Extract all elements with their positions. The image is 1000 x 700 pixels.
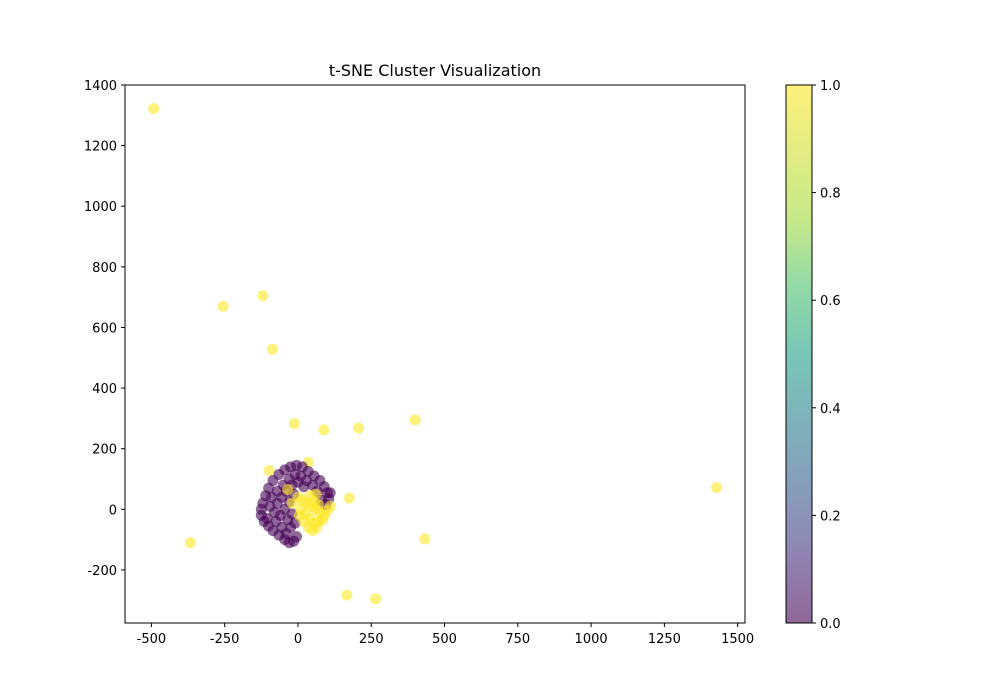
scatter-point <box>148 103 160 115</box>
scatter-point <box>324 500 336 512</box>
y-tick-label: 1400 <box>84 79 117 94</box>
y-tick-label: 1000 <box>84 200 117 215</box>
scatter-point <box>288 418 300 430</box>
scatter-point <box>184 537 196 549</box>
scatter-point <box>324 487 336 499</box>
scatter-point <box>370 593 382 605</box>
scatter-point <box>317 514 329 526</box>
colorbar-tick-label: 0.0 <box>820 617 841 632</box>
x-tick-label: 1000 <box>575 632 608 647</box>
y-tick-label: -200 <box>87 564 117 579</box>
colorbar-tick-label: 0.4 <box>820 402 841 417</box>
colorbar-tick-label: 1.0 <box>820 79 841 94</box>
x-tick-label: 1250 <box>648 632 681 647</box>
scatter-point <box>353 422 365 434</box>
scatter-point <box>298 481 310 493</box>
y-axis: -200 0 200 400 600 800 1000 1200 1400 <box>84 79 125 579</box>
chart-title: t-SNE Cluster Visualization <box>329 61 541 80</box>
plot-frame <box>124 84 746 624</box>
scatter-point <box>313 499 324 511</box>
y-tick-label: 800 <box>92 261 117 276</box>
x-tick-label: -500 <box>137 632 167 647</box>
scatter-point <box>419 533 431 545</box>
scatter-point <box>311 522 323 533</box>
y-tick-label: 1200 <box>84 140 117 155</box>
x-axis: -500 -250 0 250 500 750 1000 1250 1500 <box>137 623 754 647</box>
x-tick-label: 500 <box>432 632 457 647</box>
scatter-point <box>267 343 278 355</box>
scatter-point <box>343 492 355 504</box>
x-tick-label: -250 <box>210 632 240 647</box>
colorbar-tick-label: 0.2 <box>820 509 841 524</box>
y-tick-label: 400 <box>92 382 117 397</box>
y-tick-label: 0 <box>109 503 117 518</box>
scatter-point <box>711 482 723 493</box>
colorbar-tick-label: 0.8 <box>820 187 841 202</box>
colorbar-ticks: 0.0 0.2 0.4 0.6 0.8 1.0 <box>812 79 841 632</box>
colorbar-tick-label: 0.6 <box>820 294 841 309</box>
x-tick-label: 1500 <box>721 632 754 647</box>
scatter-point <box>286 497 298 509</box>
scatter-point <box>409 414 421 426</box>
x-tick-label: 250 <box>359 632 384 647</box>
scatter-point <box>257 290 269 302</box>
scatter-point <box>310 488 321 500</box>
scatter-point <box>341 589 353 601</box>
x-tick-label: 750 <box>505 632 530 647</box>
scatter-point <box>261 512 273 524</box>
colorbar-gradient <box>786 85 812 623</box>
scatter-point <box>291 531 302 543</box>
scatter-point <box>263 465 275 476</box>
scatter-point <box>282 484 294 496</box>
points-layer <box>148 103 723 605</box>
y-tick-label: 200 <box>92 443 117 458</box>
scatter-point <box>293 509 305 521</box>
x-tick-label: 0 <box>294 632 302 647</box>
scatter-point <box>318 424 330 436</box>
scatter-point <box>217 300 229 312</box>
y-tick-label: 600 <box>92 321 117 336</box>
colorbar: 0.0 0.2 0.4 0.6 0.8 1.0 <box>785 79 841 632</box>
colorbar-frame <box>785 84 813 624</box>
